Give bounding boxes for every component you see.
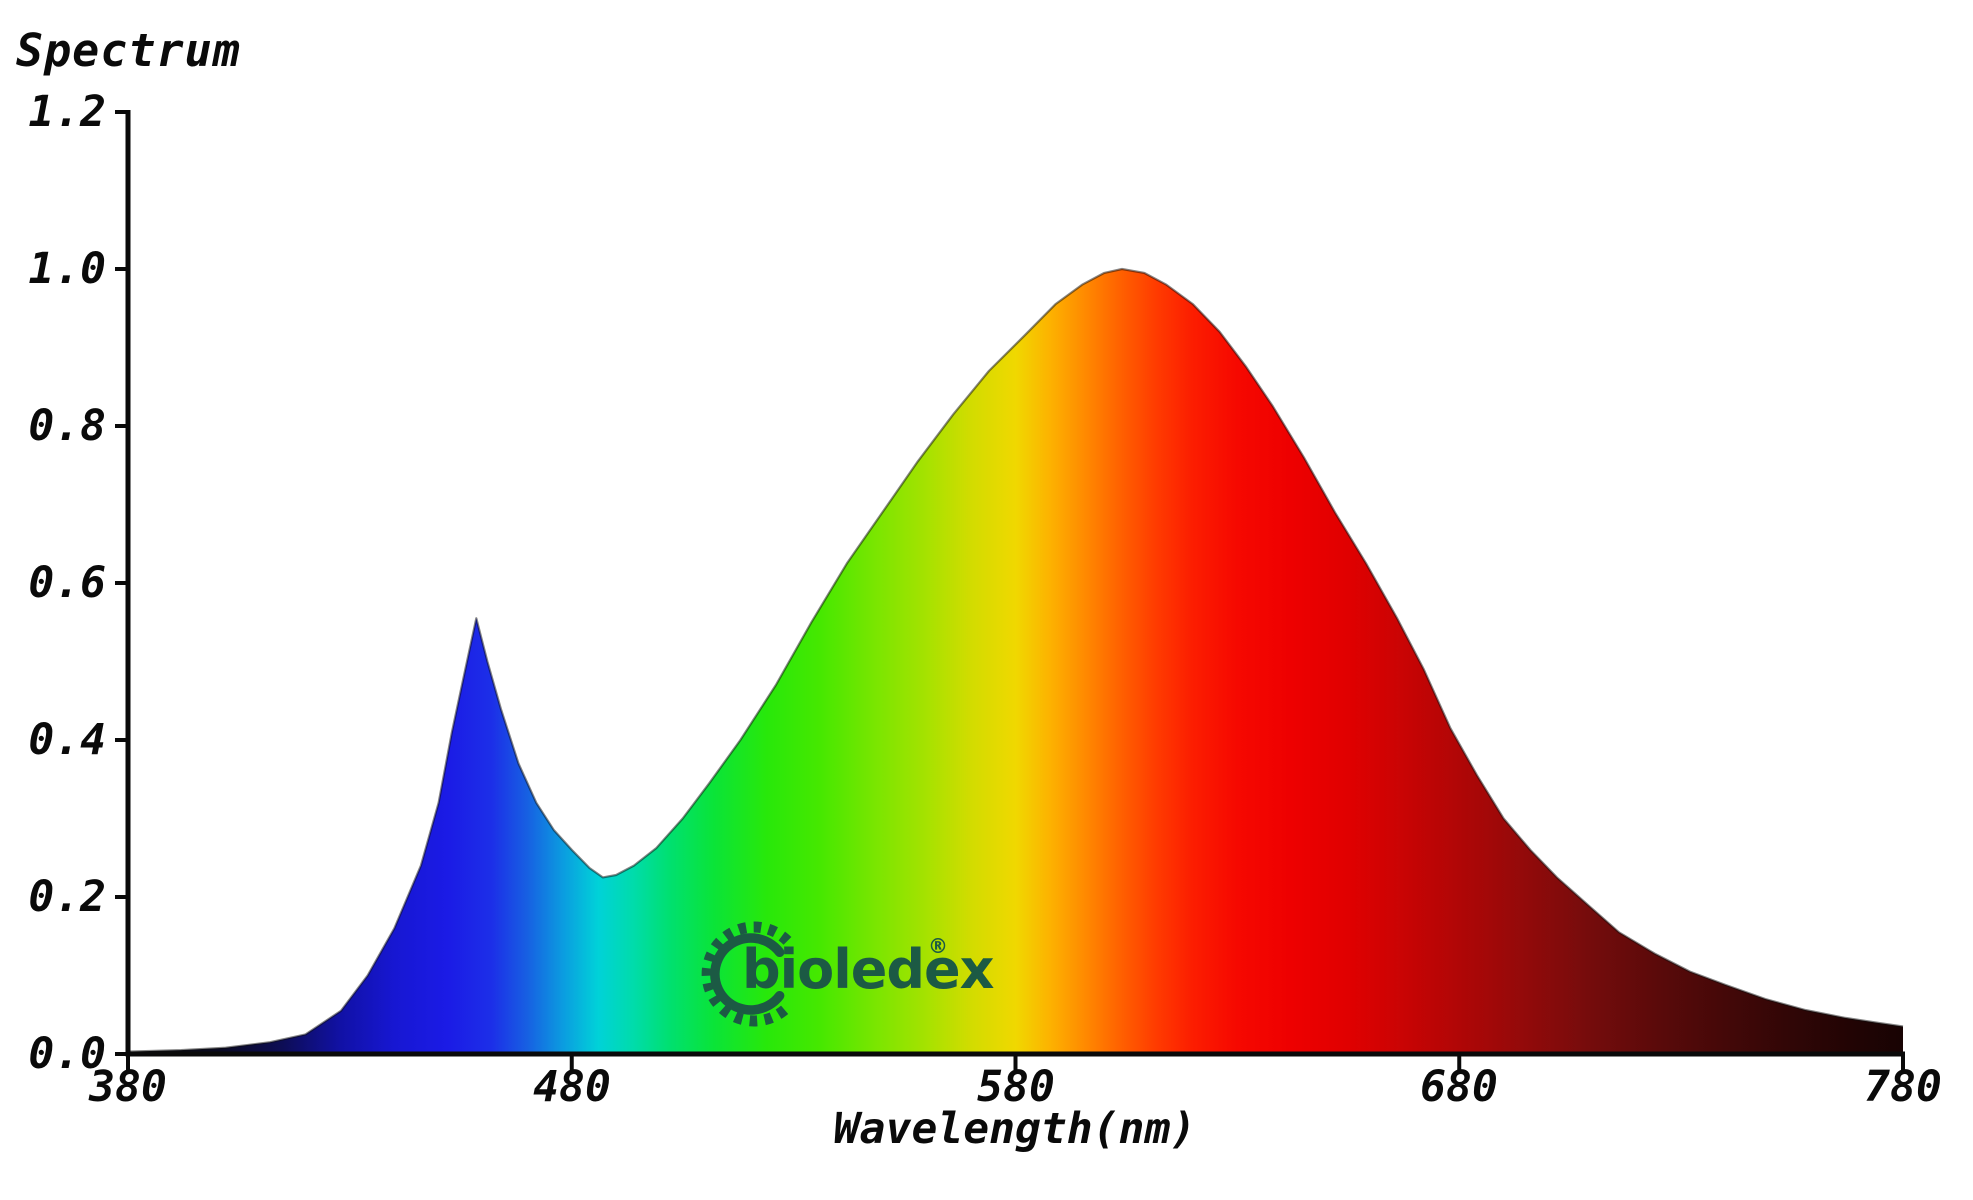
y-tick-label-0.0: 0.0 xyxy=(28,1029,106,1079)
y-tick-label-1.2: 1.2 xyxy=(28,87,106,137)
x-tick-label-780: 780 xyxy=(1864,1062,1942,1112)
y-tick-label-0.4: 0.4 xyxy=(28,715,106,765)
y-tick-label-1.0: 1.0 xyxy=(28,244,106,294)
x-tick-label-480: 480 xyxy=(533,1062,611,1112)
chart-title: Spectrum xyxy=(16,24,241,77)
x-axis-title: Wavelength(nm) xyxy=(833,1104,1197,1154)
registered-trademark-icon: ® xyxy=(928,934,948,958)
y-tick-label-0.8: 0.8 xyxy=(28,401,106,451)
y-tick-label-0.6: 0.6 xyxy=(28,558,106,608)
logo-text: bioledex xyxy=(742,938,995,1001)
gear-sun-icon xyxy=(701,921,792,1027)
x-tick-label-680: 680 xyxy=(1420,1062,1498,1112)
y-tick-label-0.2: 0.2 xyxy=(28,872,106,922)
x-tick-label-580: 580 xyxy=(977,1062,1055,1112)
x-tick-label-380: 380 xyxy=(89,1062,167,1112)
bioledex-logo: bioledex ® xyxy=(696,912,995,1037)
